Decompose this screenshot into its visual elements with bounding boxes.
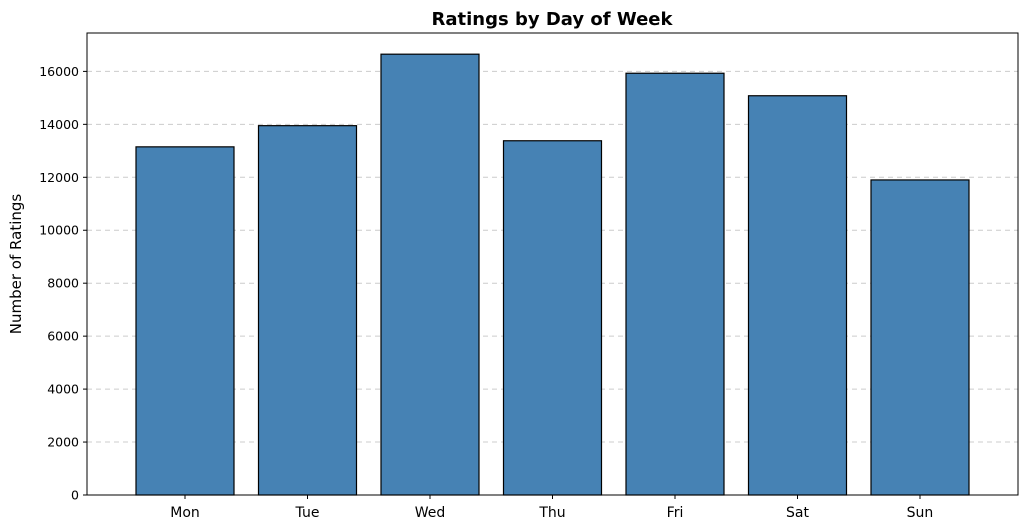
bar-fri <box>625 72 725 496</box>
bars <box>135 53 970 496</box>
bar-thu <box>502 140 603 496</box>
y-tick-label: 6000 <box>47 329 79 344</box>
y-tick-label: 12000 <box>39 170 79 185</box>
grid-lines <box>87 70 1018 443</box>
x-tick-label-sun: Sun <box>907 505 934 521</box>
x-tick-label-mon: Mon <box>170 505 200 521</box>
x-tick-label-sat: Sat <box>786 505 809 521</box>
bar-wed <box>380 53 480 496</box>
y-tick-label: 4000 <box>47 382 79 397</box>
bar-sun <box>870 179 970 496</box>
y-tick-label: 0 <box>71 488 79 503</box>
y-tick-label: 16000 <box>39 64 79 79</box>
y-tick-label: 2000 <box>47 435 79 450</box>
bar-sat <box>747 95 848 496</box>
x-tick-label-tue: Tue <box>295 505 320 521</box>
x-axis-ticks: Mon Tue Wed Thu Fri Sat Sun <box>170 495 933 521</box>
bar-tue <box>257 125 358 496</box>
x-tick-label-thu: Thu <box>538 505 565 521</box>
y-axis-label: Number of Ratings <box>7 194 25 335</box>
y-axis-ticks: 0 2000 4000 6000 8000 10000 12000 14000 16000 <box>39 64 87 503</box>
chart-title: Ratings by Day of Week <box>432 9 674 30</box>
y-tick-label: 8000 <box>47 276 79 291</box>
y-tick-label: 14000 <box>39 117 79 132</box>
x-tick-label-wed: Wed <box>415 505 446 521</box>
x-tick-label-fri: Fri <box>667 505 684 521</box>
bar-mon <box>135 146 235 496</box>
y-tick-label: 10000 <box>39 223 79 238</box>
